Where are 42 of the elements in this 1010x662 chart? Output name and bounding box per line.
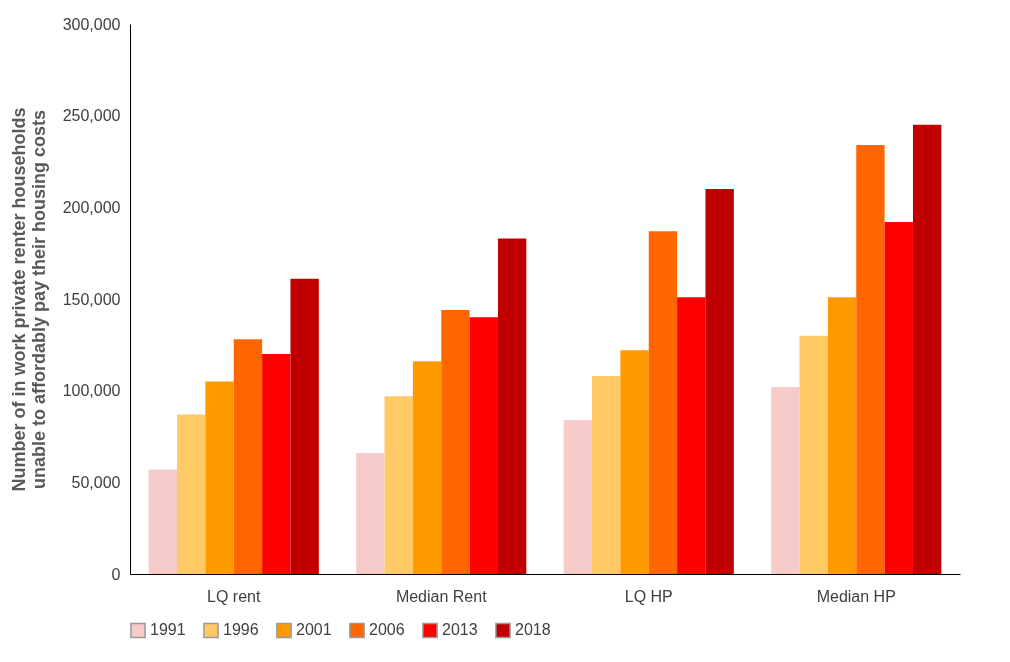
y-tick-label: 200,000 <box>62 198 121 216</box>
bar <box>412 361 442 574</box>
legend-label: 1996 <box>223 621 259 639</box>
y-tick-label: 300,000 <box>62 15 121 33</box>
bar <box>148 469 178 574</box>
legend-label: 2001 <box>296 621 332 639</box>
x-tick-label: Median HP <box>816 587 896 605</box>
x-tick-label: LQ rent <box>207 587 261 605</box>
x-tick-label: LQ HP <box>624 587 673 605</box>
bar <box>290 278 319 574</box>
bar <box>469 317 498 574</box>
bar <box>771 387 800 574</box>
y-tick-label: 0 <box>111 565 121 583</box>
bar <box>705 189 734 574</box>
y-axis-title: Number of in work private renter households unable to affordably pay their housing costs <box>8 107 49 492</box>
bar <box>233 339 263 574</box>
bar <box>856 145 885 574</box>
bar <box>648 231 678 574</box>
x-tick-label: Median Rent <box>395 587 488 605</box>
bar <box>497 238 527 574</box>
bar <box>620 350 649 574</box>
bar <box>441 310 470 574</box>
bar <box>205 381 234 574</box>
bar <box>356 453 385 574</box>
bar <box>384 396 413 574</box>
bar <box>884 222 913 574</box>
legend-label: 2013 <box>442 621 478 639</box>
legend-label: 2018 <box>515 621 551 639</box>
legend-label: 2006 <box>369 621 405 639</box>
bar <box>592 376 621 574</box>
bar <box>262 354 291 574</box>
bar <box>827 297 857 574</box>
bar <box>912 124 942 574</box>
bar <box>799 335 828 574</box>
y-tick-label: 50,000 <box>71 473 121 491</box>
y-tick-label: 250,000 <box>62 107 121 125</box>
bar <box>563 420 593 574</box>
bar <box>177 414 206 574</box>
legend-label: 1991 <box>150 621 186 639</box>
y-tick-label: 150,000 <box>62 290 121 308</box>
y-tick-label: 100,000 <box>62 382 121 400</box>
bar <box>677 297 706 574</box>
